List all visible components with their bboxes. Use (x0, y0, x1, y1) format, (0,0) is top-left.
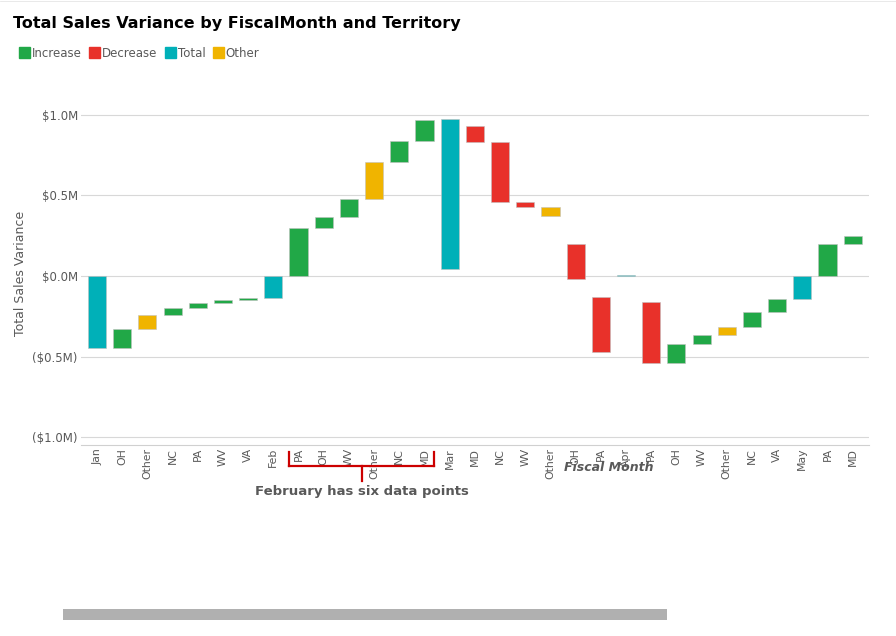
Bar (818, 244, 837, 276)
Bar (466, 126, 484, 142)
Bar (113, 329, 132, 349)
Bar (541, 207, 559, 216)
Bar (441, 120, 459, 270)
Bar (391, 141, 409, 162)
Bar (566, 244, 585, 279)
Bar (314, 217, 332, 228)
Text: Total Sales Variance by FiscalMonth and Territory: Total Sales Variance by FiscalMonth and … (13, 16, 461, 31)
Bar (668, 343, 685, 363)
Bar (693, 335, 711, 343)
Bar (163, 308, 182, 315)
Bar (844, 235, 862, 244)
Bar (214, 300, 232, 303)
Bar (617, 275, 635, 276)
Bar (718, 327, 736, 335)
Bar (591, 297, 610, 352)
Bar (264, 276, 282, 298)
Bar (189, 303, 207, 308)
Bar (743, 312, 761, 327)
Bar (88, 276, 106, 349)
Bar (340, 199, 358, 217)
Y-axis label: Total Sales Variance: Total Sales Variance (13, 211, 27, 336)
Bar (138, 315, 157, 329)
Bar (491, 142, 509, 202)
Bar (516, 202, 534, 207)
Text: Fiscal Month: Fiscal Month (564, 461, 654, 474)
Bar (239, 298, 257, 300)
Bar (793, 276, 812, 300)
Text: February has six data points: February has six data points (254, 485, 469, 498)
Bar (416, 120, 434, 141)
Bar (642, 301, 660, 363)
Bar (63, 609, 668, 620)
Bar (289, 228, 307, 276)
Bar (768, 300, 787, 312)
Bar (365, 162, 383, 199)
Legend: Increase, Decrease, Total, Other: Increase, Decrease, Total, Other (20, 47, 259, 60)
